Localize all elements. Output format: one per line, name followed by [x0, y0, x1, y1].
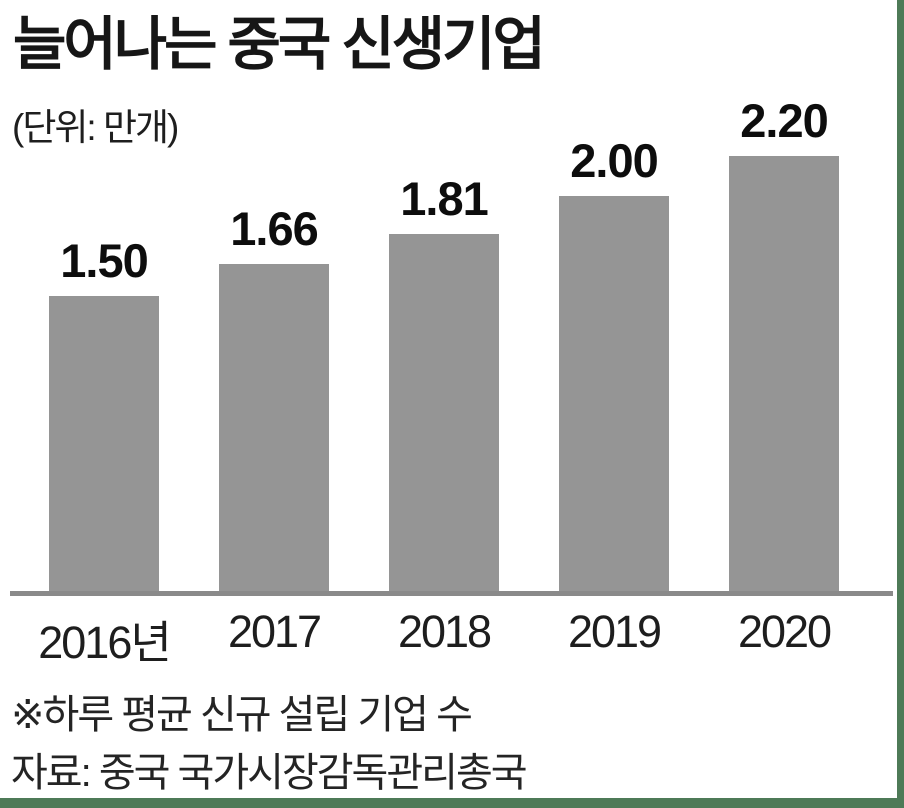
plot-area: 1.50 1.66 1.81 2.00 2.20: [10, 94, 893, 596]
x-axis-label-2019: 2019: [567, 606, 662, 657]
x-axis-label-2016년: 2016년: [38, 617, 172, 668]
footnote: ※하루 평균 신규 설립 기업 수: [11, 693, 473, 737]
bar-2019: [559, 196, 669, 596]
bar-2018: [389, 234, 499, 596]
chart-title: 늘어나는 중국 신생기업: [13, 12, 546, 77]
value-label-2017: 1.66: [230, 202, 318, 255]
bar-2017: [219, 264, 329, 596]
unit-label: (단위: 만개): [12, 107, 179, 148]
x-axis-labels: 2016년 2017 2018 2019 2020: [0, 606, 897, 668]
x-axis-label-2018: 2018: [397, 606, 492, 657]
x-axis-label-2020: 2020: [737, 606, 832, 657]
source-credit: 자료: 중국 국가시장감독관리총국: [11, 751, 528, 795]
x-axis-line: [10, 591, 893, 596]
value-label-2016년: 1.50: [60, 234, 148, 287]
value-label-2019: 2.00: [570, 134, 658, 187]
bar-2016년: [49, 296, 159, 596]
x-axis-label-2017: 2017: [227, 606, 322, 657]
value-label-2018: 1.81: [400, 172, 488, 225]
value-label-2020: 2.20: [740, 94, 828, 147]
bar-2020: [729, 156, 839, 596]
